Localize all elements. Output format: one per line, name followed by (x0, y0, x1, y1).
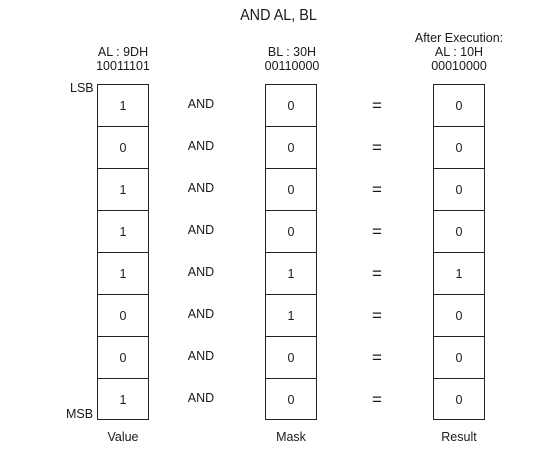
result-bit-cell: 0 (434, 85, 484, 127)
value-bit-cell: 0 (98, 295, 148, 337)
msb-label: MSB (66, 407, 94, 421)
mask-bit-cell: 0 (287, 393, 295, 407)
value-bit-cell: 1 (119, 393, 127, 407)
and-operator: AND (187, 97, 215, 111)
result-bit-cell: 0 (434, 211, 484, 253)
equals-sign: = (372, 96, 382, 115)
and-operator: AND (187, 139, 215, 153)
result-bit-cell: 0 (434, 295, 484, 337)
lsb-label: LSB (70, 81, 94, 95)
mask-header: BL : 30H 00110000 (227, 45, 357, 73)
and-operator: AND (187, 307, 215, 321)
equals-sign: = (372, 348, 382, 367)
and-operator: AND (187, 349, 215, 363)
equals-sign: = (372, 222, 382, 241)
value-bit-cell: 1 (98, 253, 148, 295)
value-bit-cell: 1 (98, 169, 148, 211)
result-bit-cell: 0 (434, 169, 484, 211)
equals-sign: = (372, 180, 382, 199)
value-bit-cell: 1 (98, 85, 148, 127)
and-operator: AND (187, 391, 215, 405)
result-header: After Execution: AL : 10H 00010000 (394, 31, 524, 73)
equals-sign: = (372, 264, 382, 283)
and-operator: AND (187, 181, 215, 195)
equals-sign: = (372, 138, 382, 157)
mask-bit-cell: 1 (266, 295, 316, 337)
value-bit-cell: 1 (98, 211, 148, 253)
value-header-binary: 10011101 (96, 59, 150, 73)
mask-bit-cell: 0 (266, 211, 316, 253)
result-bit-cell: 0 (434, 127, 484, 169)
result-header-register: AL : 10H (434, 45, 484, 59)
and-operator: AND (187, 265, 215, 279)
value-header-register: AL : 9DH (97, 45, 149, 59)
mask-footer: Mask (276, 430, 306, 444)
equals-sign: = (372, 306, 382, 325)
value-footer: Value (107, 430, 139, 444)
mask-bit-cell: 0 (266, 337, 316, 379)
result-bit-cell: 0 (434, 337, 484, 379)
value-header: AL : 9DH 10011101 (58, 45, 188, 73)
result-footer: Result (441, 430, 477, 444)
value-bit-cell: 0 (98, 127, 148, 169)
and-operator: AND (187, 223, 215, 237)
equals-sign: = (372, 390, 382, 409)
result-header-caption: After Execution: (414, 31, 504, 45)
diagram-title: AND AL, BL (240, 7, 317, 24)
mask-header-register: BL : 30H (267, 45, 317, 59)
mask-header-binary: 00110000 (264, 59, 320, 73)
mask-bit-cell: 0 (266, 169, 316, 211)
result-header-binary: 00010000 (431, 59, 487, 73)
mask-bit-cell: 0 (266, 127, 316, 169)
result-bit-cell: 1 (434, 253, 484, 295)
result-bit-cell: 0 (455, 393, 463, 407)
mask-bit-cell: 0 (266, 85, 316, 127)
mask-bit-cell: 1 (266, 253, 316, 295)
value-bit-cell: 0 (98, 337, 148, 379)
